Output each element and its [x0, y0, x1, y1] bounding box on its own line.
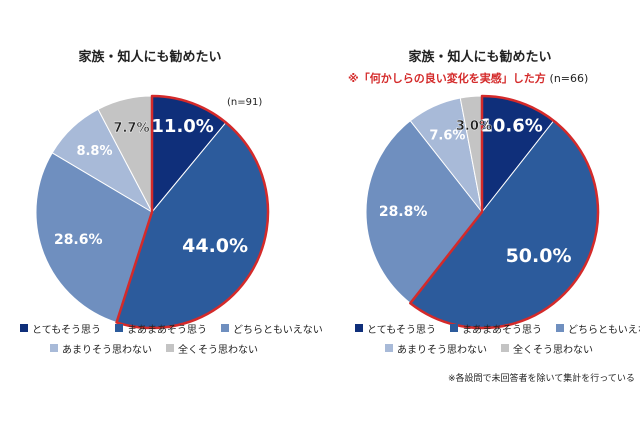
slice-label-not-much: 8.8%	[76, 144, 112, 159]
left-chart-title: 家族・知人にも勧めたい	[78, 50, 222, 65]
slice-label-not-at-all: 3.0%	[456, 119, 492, 134]
legend-label: どちらともいえない	[568, 324, 640, 336]
legend-label: とてもそう思う	[32, 324, 101, 336]
legend-swatch	[115, 324, 123, 332]
legend-item-somewhat: まあまあそう思う	[115, 321, 207, 336]
slice-label-very: 10.6%	[480, 115, 542, 136]
left-legend: とてもそう思う まあまあそう思う どちらともいえない あまりそう思わない 全くそ…	[20, 318, 337, 358]
legend-row: あまりそう思わない 全くそう思わない	[355, 338, 640, 358]
right-chart-subtitle: ※「何かしらの良い変化を実感」した方 (n=66)	[348, 70, 588, 86]
legend-label: まあまあそう思う	[462, 324, 542, 336]
legend-swatch	[221, 324, 229, 332]
left-n-label: (n=91)	[227, 97, 263, 108]
legend-swatch	[501, 344, 509, 352]
legend-swatch	[385, 344, 393, 352]
right-chart-title: 家族・知人にも勧めたい	[408, 50, 552, 65]
legend-item-neutral: どちらともいえない	[556, 321, 640, 336]
legend-item-very: とてもそう思う	[20, 321, 101, 336]
legend-item-not-at-all: 全くそう思わない	[166, 341, 258, 356]
slice-label-very: 11.0%	[151, 116, 213, 137]
highlight-outline	[115, 94, 270, 330]
legend-label: まあまあそう思う	[127, 324, 207, 336]
footnote: ※各設問で未回答者を除いて集計を行っている	[448, 374, 635, 384]
legend-label: 全くそう思わない	[178, 344, 258, 356]
right-pie-chart: 10.6% 50.0% 28.8% 7.6%3.0%	[365, 94, 600, 330]
slice-label-neutral: 28.8%	[379, 204, 428, 220]
legend-item-not-at-all: 全くそう思わない	[501, 341, 593, 356]
legend-swatch	[450, 324, 458, 332]
legend-row: あまりそう思わない 全くそう思わない	[20, 338, 337, 358]
highlight-outline	[409, 94, 600, 330]
legend-label: あまりそう思わない	[397, 344, 487, 356]
legend-label: あまりそう思わない	[62, 344, 152, 356]
legend-swatch	[20, 324, 28, 332]
legend-item-not-much: あまりそう思わない	[50, 341, 152, 356]
slice-label-somewhat: 50.0%	[506, 245, 572, 267]
legend-label: どちらともいえない	[233, 324, 323, 336]
legend-item-neutral: どちらともいえない	[221, 321, 323, 336]
legend-item-not-much: あまりそう思わない	[385, 341, 487, 356]
right-n-label: (n=66)	[549, 72, 589, 85]
slice-label-somewhat: 44.0%	[182, 235, 248, 257]
slice-label-not-much: 7.6%	[429, 128, 465, 143]
right-legend: とてもそう思う まあまあそう思う どちらともいえない あまりそう思わない 全くそ…	[355, 318, 640, 358]
legend-swatch	[50, 344, 58, 352]
legend-row: とてもそう思う まあまあそう思う どちらともいえない	[355, 318, 640, 338]
legend-swatch	[556, 324, 564, 332]
legend-swatch	[166, 344, 174, 352]
legend-item-somewhat: まあまあそう思う	[450, 321, 542, 336]
right-subtitle-text: ※「何かしらの良い変化を実感」した方	[348, 72, 546, 85]
slice-label-not-at-all: 7.7%	[113, 121, 149, 136]
legend-label: 全くそう思わない	[513, 344, 593, 356]
legend-row: とてもそう思う まあまあそう思う どちらともいえない	[20, 318, 337, 338]
legend-item-very: とてもそう思う	[355, 321, 436, 336]
slice-label-neutral: 28.6%	[54, 232, 103, 248]
left-pie-chart: 11.0% 44.0% 28.6% 8.8%7.7%	[35, 94, 270, 330]
legend-swatch	[355, 324, 363, 332]
pie-slice-neutral	[365, 120, 483, 304]
legend-label: とてもそう思う	[367, 324, 436, 336]
